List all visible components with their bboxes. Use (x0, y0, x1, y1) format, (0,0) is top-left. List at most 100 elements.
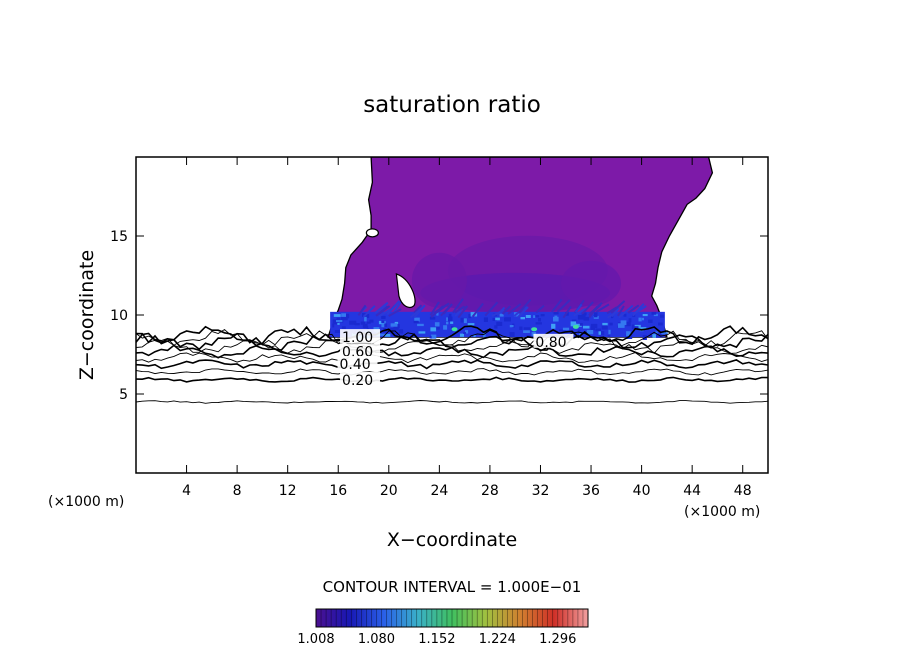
cloud-base-speck (593, 315, 599, 319)
contour-label: 0.40 (340, 357, 371, 373)
cloud-base-speck (360, 321, 366, 325)
cloud-base-speck (577, 329, 581, 334)
chart-title: saturation ratio (363, 92, 541, 118)
cloud-base-speck (344, 313, 350, 319)
colorbar-tick-label: 1.152 (418, 632, 455, 647)
cloud-wisp (581, 301, 594, 315)
cloud-base-speck (609, 322, 613, 326)
cloud-base-speck (658, 322, 663, 326)
cloud-wisp (413, 304, 423, 314)
cloud-base-speck (628, 318, 632, 323)
cloud-base-speck (369, 319, 374, 323)
cloud-base-speck (414, 317, 420, 322)
cloud-base-speck (538, 318, 541, 322)
contour-label-bg (340, 329, 381, 344)
contour-label-bg (340, 343, 381, 358)
cloud-wisp (457, 305, 469, 319)
cloud-base-speck (334, 330, 341, 333)
colorbar-tick-label: 1.080 (358, 632, 395, 647)
cloud-wisp (574, 303, 583, 313)
y-tick-label: 10 (110, 308, 128, 324)
cloud-wisp (573, 308, 587, 317)
cloud-base-speck (509, 325, 514, 328)
contour-lines (136, 325, 768, 404)
cloud-base-speck (494, 325, 498, 329)
cloud-base-speck (651, 312, 657, 315)
cloud-base-speck (583, 316, 590, 321)
cloud-wisp (452, 298, 464, 314)
cloud-base-speck (430, 327, 437, 332)
cloud-wisp (618, 304, 634, 319)
cloud-base-speck (639, 327, 647, 330)
cloud-base-speck (525, 315, 531, 318)
cloud-max-spot (531, 327, 538, 332)
cloud-base-speck (341, 326, 346, 330)
x-tick-label: 8 (233, 483, 242, 499)
cloud-base-speck (520, 317, 525, 320)
cloud-base-speck (649, 332, 652, 338)
cloud-base-speck (581, 312, 587, 316)
cloud-base-speck (599, 331, 605, 336)
cloud-base-speck (429, 316, 436, 320)
cloud-wisp (388, 308, 402, 317)
cloud-base-speck (381, 315, 386, 319)
cloud-base-speck (595, 328, 602, 332)
cloud-max-spot (572, 324, 579, 329)
cloud-wisp (551, 298, 563, 313)
cloud-base-speck (535, 322, 542, 325)
cloud-base-speck (652, 334, 658, 338)
x-unit-label-left: (×1000 m) (48, 494, 124, 510)
cloud-wisp (491, 309, 505, 318)
cloud-base-speck (656, 333, 662, 338)
cloud-base-speck (363, 326, 369, 329)
cloud-base-speck (473, 334, 476, 337)
contour-line (136, 352, 768, 364)
cloud-base-speck (429, 335, 432, 339)
contour-label: 0.20 (342, 373, 373, 389)
colorbar-tick-label: 1.224 (479, 632, 516, 647)
cloud-base-speck (332, 323, 335, 328)
y-tick-label: 5 (119, 387, 128, 403)
cloud-wisp (429, 301, 440, 316)
cloud-wisp (610, 300, 626, 314)
x-tick-label: 24 (430, 483, 448, 499)
x-tick-label: 40 (633, 483, 651, 499)
cloud-wisp (357, 304, 367, 316)
cloud-base-speck (418, 331, 426, 334)
cloud-shading-blob (411, 252, 467, 308)
cloud-base-speck (579, 332, 582, 336)
cloud-wisp (501, 305, 511, 315)
contour-label: 0.80 (535, 335, 566, 351)
cloud-base-speck (576, 323, 583, 326)
contour-label-bg (340, 371, 381, 386)
cloud-hole (365, 228, 379, 238)
cloud-base-speck (390, 323, 398, 327)
cloud-holes (365, 228, 416, 308)
cloud-base-speck (434, 326, 440, 330)
cloud-base-speck (551, 323, 556, 329)
cloud-base-speck (626, 331, 631, 337)
cloud-base-speck (495, 317, 500, 321)
colorbar-tick-labels: 1.008 1.080 1.152 1.224 1.296 (297, 632, 576, 647)
cloud-max-spot (451, 327, 458, 332)
cloud-base-speck (617, 323, 625, 328)
cloud-base-speck (559, 329, 566, 332)
cloud-base-speck (467, 323, 475, 326)
cloud-wisp (632, 303, 645, 317)
contour-line (136, 400, 768, 404)
x-tick-label: 4 (182, 483, 191, 499)
cloud-wisp (378, 308, 391, 318)
cloud-base-speck (523, 327, 531, 330)
cloud-base-speck (590, 323, 598, 329)
cloud-wisp (617, 305, 625, 317)
cloud-base-speck (465, 330, 469, 334)
contour-line (136, 328, 768, 348)
contour-line (136, 359, 768, 370)
x-tick-label: 36 (582, 483, 600, 499)
cloud-base-speck (450, 321, 454, 324)
cloud-shading-blob (561, 260, 622, 306)
x-tick-label: 44 (683, 483, 701, 499)
x-tick-label: 20 (380, 483, 398, 499)
cloud-base-speck (642, 314, 648, 317)
